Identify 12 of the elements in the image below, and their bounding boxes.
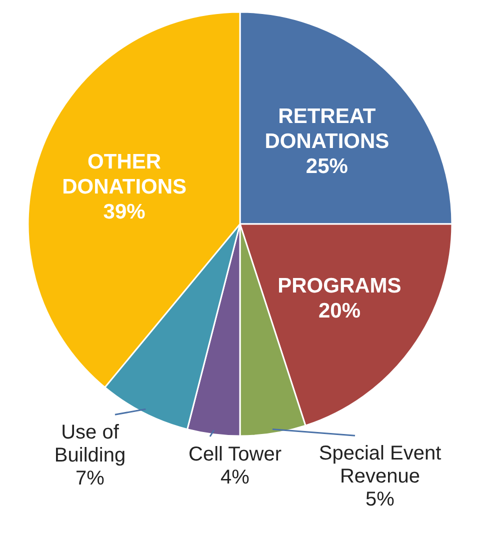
- data-label: 5%: [366, 488, 395, 511]
- slice-label: Use of Building: [54, 422, 126, 467]
- data-label: 25%: [306, 155, 348, 178]
- data-label: 39%: [103, 200, 146, 224]
- slice-label: OTHER DONATIONS: [62, 150, 187, 198]
- slice-label: Special Event Revenue: [318, 442, 442, 488]
- slice-label: PROGRAMS: [278, 274, 402, 298]
- slice-label: Cell Tower: [188, 444, 282, 466]
- data-label: 7%: [76, 468, 105, 490]
- slice-label: RETREAT DONATIONS: [264, 105, 390, 154]
- data-label: 4%: [220, 466, 250, 489]
- data-label: 20%: [318, 299, 361, 322]
